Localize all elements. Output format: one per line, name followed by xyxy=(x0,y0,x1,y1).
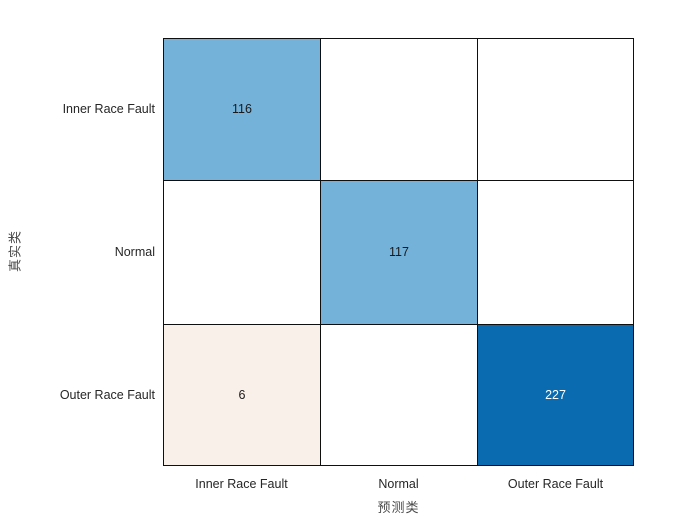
matrix-cell-r0c2 xyxy=(478,39,633,181)
confusion-matrix-grid: 116 117 6 227 xyxy=(163,38,634,466)
row-tick-label-outer-race-fault: Outer Race Fault xyxy=(59,387,155,402)
matrix-cell-r2c0: 6 xyxy=(164,325,321,465)
row-tick-label-normal: Normal xyxy=(114,245,155,259)
x-axis-label: 预测类 xyxy=(377,500,420,515)
row-tick-label-inner-race-fault: Inner Race Fault xyxy=(62,102,155,116)
matrix-cell-r0c0: 116 xyxy=(164,39,321,181)
matrix-cell-r2c2: 227 xyxy=(478,325,633,465)
col-tick-label-normal: Normal xyxy=(378,477,419,491)
col-tick-label-outer-race-fault: Outer Race Fault xyxy=(507,477,604,491)
matrix-cell-r0c1 xyxy=(321,39,478,181)
matrix-cell-r1c1: 117 xyxy=(321,181,478,325)
col-tick-label-inner-race-fault: Inner Race Fault xyxy=(195,477,288,491)
matrix-cell-r1c2 xyxy=(478,181,633,325)
matrix-cell-r2c1 xyxy=(321,325,478,465)
matrix-cell-r1c0 xyxy=(164,181,321,325)
